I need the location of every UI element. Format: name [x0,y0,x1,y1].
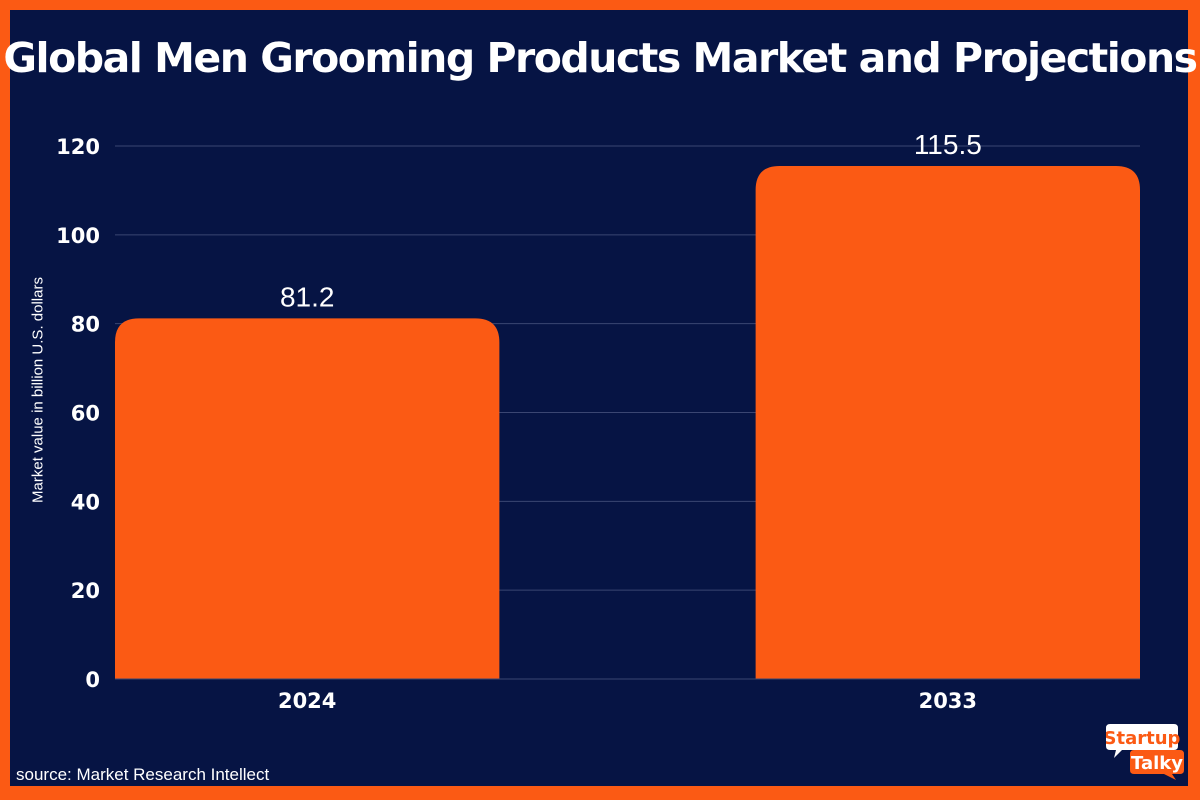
y-tick-label: 20 [71,579,100,603]
data-label: 81.2 [280,281,335,312]
startuptalky-logo: Startup Talky [1106,724,1184,780]
x-tick-label: 2033 [919,689,977,713]
bar [115,318,500,679]
y-tick-label: 0 [85,668,100,692]
y-tick-label: 40 [71,490,100,514]
bar [755,165,1140,680]
y-tick-label: 120 [56,135,100,159]
x-tick-label: 2024 [278,689,336,713]
y-tick-label: 100 [56,224,100,248]
svg-text:Talky: Talky [1131,753,1183,774]
y-tick-label: 80 [71,313,100,337]
chart-title: Global Men Grooming Products Market and … [3,34,1198,82]
source-note: source: Market Research Intellect [16,765,270,784]
y-tick-label: 60 [71,402,100,426]
svg-text:Startup: Startup [1106,728,1181,749]
data-label: 115.5 [914,129,982,160]
